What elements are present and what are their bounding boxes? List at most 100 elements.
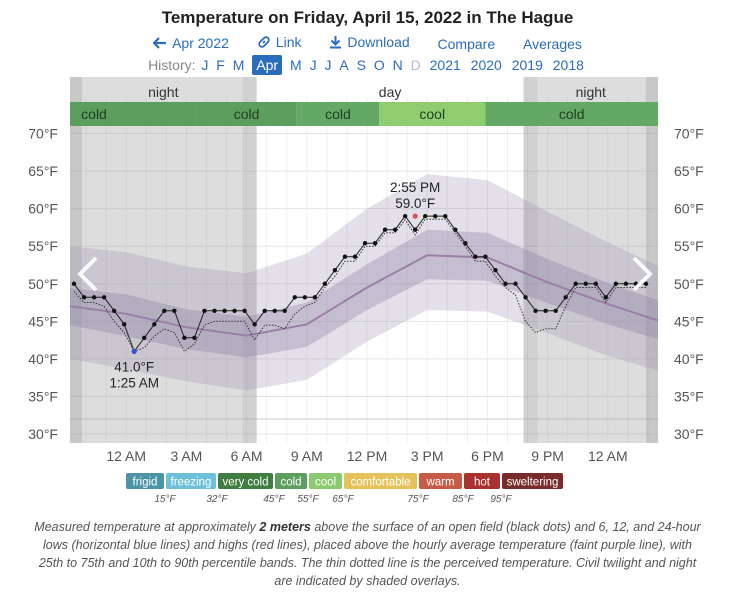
- y-tick-label-left: 70°F: [28, 126, 58, 142]
- y-tick-label-right: 30°F: [674, 426, 704, 442]
- legend-threshold: 95°F: [490, 494, 512, 505]
- y-tick-label-left: 60°F: [28, 201, 58, 217]
- measured-point: [302, 295, 307, 300]
- link-button[interactable]: Link: [257, 34, 302, 50]
- measured-point: [372, 240, 378, 246]
- measured-point: [433, 213, 438, 219]
- link-label: Link: [275, 34, 302, 50]
- measured-point: [282, 308, 287, 313]
- month-sep[interactable]: S: [356, 57, 366, 73]
- legend-label: sweltering: [507, 477, 559, 489]
- legend-threshold: 55°F: [297, 494, 319, 505]
- measured-point: [443, 213, 448, 219]
- month-aug[interactable]: A: [339, 57, 349, 73]
- category-band-label: cold: [325, 106, 351, 122]
- temperature-chart: 30°F 30°F 35°F 35°F 40°F 40°F 45°F 45°F 50°F 50°F…: [28, 77, 704, 464]
- page-title: Temperature on Friday, April 15, 2022 in…: [161, 8, 574, 27]
- caption-bold: 2 meters: [259, 520, 311, 534]
- extreme-point: [412, 213, 418, 219]
- measured-point: [593, 281, 598, 286]
- measured-point: [473, 254, 478, 259]
- average-line: [69, 254, 659, 337]
- legend-label: cool: [315, 477, 336, 489]
- measured-point: [172, 308, 177, 313]
- year-2020[interactable]: 2020: [470, 57, 502, 73]
- compare-link[interactable]: Compare: [438, 36, 496, 52]
- download-label: Download: [347, 34, 410, 50]
- year-2019[interactable]: 2019: [511, 57, 543, 73]
- month-oct[interactable]: O: [373, 57, 385, 73]
- year-2021[interactable]: 2021: [429, 57, 461, 73]
- measured-point: [142, 335, 147, 341]
- legend-swatch: [275, 473, 307, 489]
- measured-point: [342, 254, 348, 259]
- month-nov[interactable]: N: [392, 57, 403, 73]
- x-tick-label: 12 AM: [106, 448, 146, 464]
- measured-point: [71, 281, 77, 286]
- y-tick-label-left: 40°F: [28, 351, 58, 367]
- prev-day-arrow-icon[interactable]: [77, 256, 98, 292]
- measured-point: [262, 308, 267, 313]
- measured-point: [222, 308, 227, 313]
- prev-month-link[interactable]: Apr 2022: [153, 35, 229, 51]
- p25-75-band: [70, 229, 658, 358]
- prev-month-label: Apr 2022: [172, 35, 229, 51]
- y-tick-label-left: 55°F: [28, 238, 58, 254]
- measured-point: [523, 295, 528, 300]
- y-tick-label-right: 45°F: [674, 313, 704, 329]
- category-band: [296, 102, 380, 126]
- category-band-label: cold: [559, 106, 585, 122]
- legend-threshold: 15°F: [154, 494, 176, 505]
- legend-swatch: [464, 473, 500, 489]
- measured-point: [242, 308, 247, 313]
- measured-point: [553, 308, 558, 313]
- legend-label: frigid: [133, 477, 158, 489]
- arrow-left-icon: [153, 37, 167, 49]
- measured-point: [322, 281, 328, 286]
- legend-label: cold: [280, 477, 301, 489]
- month-jan[interactable]: J: [201, 57, 209, 73]
- next-day-arrow-icon[interactable]: [632, 256, 653, 292]
- legend-swatch: [166, 473, 216, 489]
- legend-threshold: 85°F: [452, 494, 474, 505]
- measured-point: [412, 227, 418, 232]
- category-band: [485, 102, 658, 126]
- averages-link[interactable]: Averages: [523, 36, 582, 52]
- twilight-overlay: [523, 77, 538, 443]
- month-apr-selected[interactable]: Apr: [252, 55, 283, 75]
- x-tick-label: 6 PM: [471, 448, 504, 464]
- measured-point: [533, 308, 538, 313]
- month-jul[interactable]: J: [324, 57, 332, 73]
- month-feb[interactable]: F: [216, 57, 225, 73]
- measured-point: [272, 308, 277, 313]
- x-tick-label: 12 AM: [588, 448, 628, 464]
- measured-point: [232, 308, 237, 313]
- annotation-time: 1:25 AM: [109, 375, 159, 390]
- year-2018[interactable]: 2018: [552, 57, 584, 73]
- download-button[interactable]: Download: [329, 34, 410, 50]
- y-tick-label-left: 35°F: [28, 388, 58, 404]
- month-may[interactable]: M: [290, 57, 302, 73]
- legend-swatch: [126, 473, 164, 489]
- legend-swatch: [419, 473, 462, 489]
- measured-point: [212, 308, 217, 313]
- legend-swatch: [218, 473, 273, 489]
- measured-point: [182, 335, 187, 341]
- legend-label: very cold: [222, 477, 268, 489]
- month-jun[interactable]: J: [309, 57, 317, 73]
- y-tick-label-right: 35°F: [674, 388, 704, 404]
- temperature-legend: frigid freezing very cold cold cool comfortab…: [126, 473, 563, 505]
- averages-label: Averages: [523, 36, 582, 52]
- category-band: [379, 102, 486, 126]
- y-tick-label-left: 50°F: [28, 276, 58, 292]
- plot-area: [70, 77, 658, 443]
- measured-point: [392, 227, 398, 232]
- month-mar[interactable]: M: [232, 57, 245, 73]
- period-label-night: night: [148, 84, 178, 100]
- measured-point: [121, 322, 127, 327]
- caption-text-1: Measured temperature at approximately: [34, 520, 260, 534]
- measured-point: [503, 281, 508, 286]
- twilight-overlay: [242, 77, 257, 443]
- y-tick-label-left: 30°F: [28, 426, 58, 442]
- measured-point: [292, 295, 297, 300]
